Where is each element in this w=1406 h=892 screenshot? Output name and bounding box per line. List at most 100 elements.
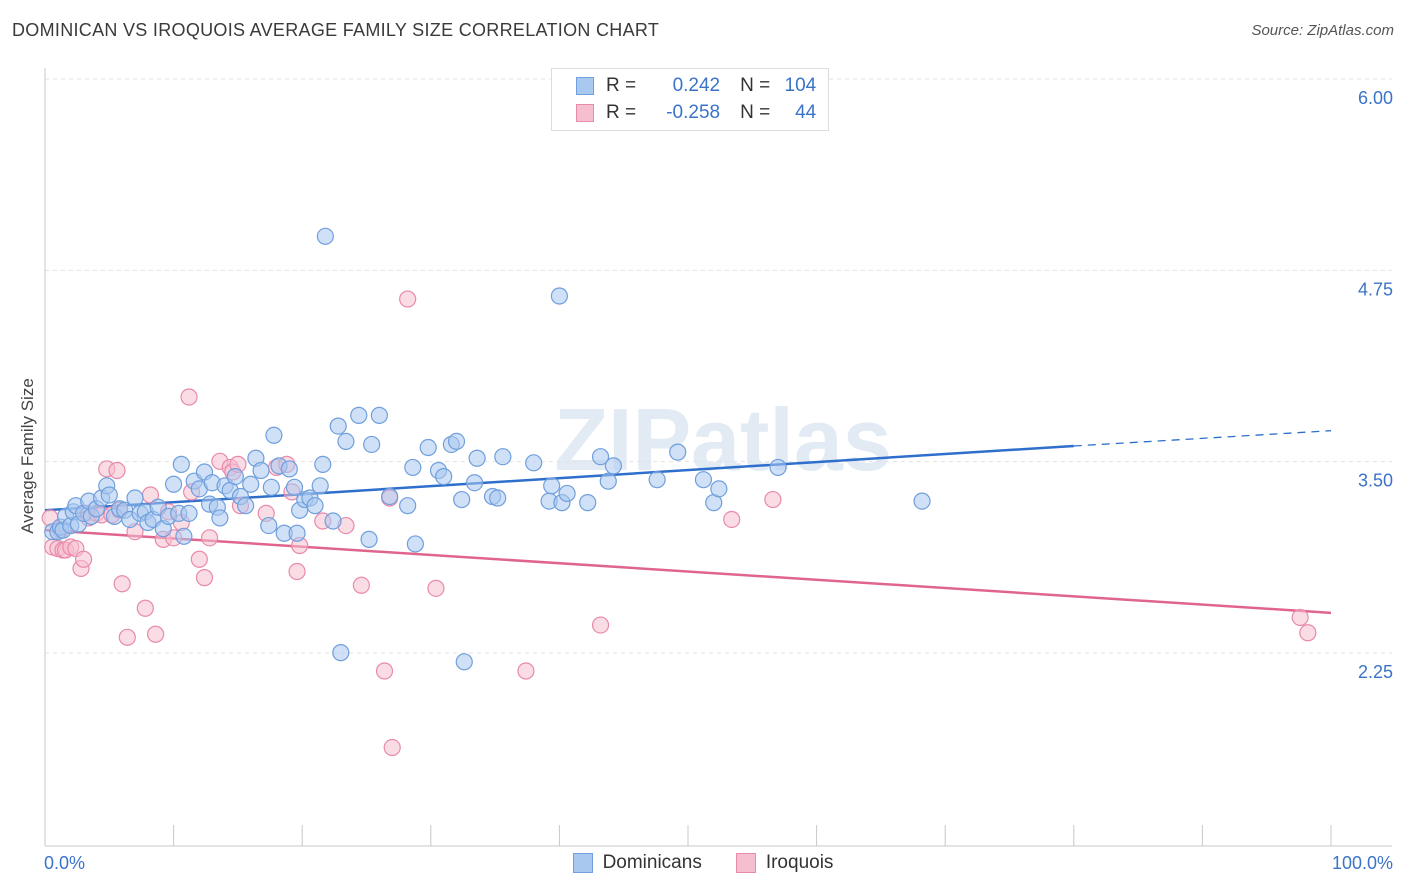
dominicans-point [324,512,342,530]
dominicans-point [550,287,569,305]
dominicans-point [265,426,283,444]
iroquois-point [136,599,154,617]
iroquois-point [764,490,782,509]
dominicans-point [242,475,260,493]
legend-item-iroquois[interactable]: Iroquois [735,852,834,874]
dominicans-point [262,478,280,496]
legend-label: Dominicans [602,852,702,873]
n-label: N = [740,102,771,123]
dominicans-point [769,458,787,477]
x-tick-label: 100.0% [1332,853,1393,873]
dominicans-point [604,457,623,475]
x-tick-label: 0.0% [44,853,85,873]
series-legend: Dominicans Iroquois [0,852,1406,874]
r-value: 0.242 [672,75,721,96]
dominicans-point [288,524,306,542]
dominicans-point [489,489,507,507]
dominicans-point [126,489,144,507]
blue-swatch [576,77,594,95]
iroquois-point [201,529,219,547]
dominicans-point [558,484,576,503]
dominicans-point [525,454,543,472]
chart-title: DOMINICAN VS IROQUOIS AVERAGE FAMILY SIZ… [12,20,660,40]
dominicans-point [337,432,355,450]
iroquois-point [180,388,198,406]
pink-swatch [576,104,594,122]
dominicans-point [399,497,417,515]
y-tick-label: 3.50 [1358,471,1393,491]
iroquois-point [383,738,401,757]
dominicans-point [453,490,471,509]
dominicans-point [599,472,617,490]
dominicans-point [579,494,597,512]
dominicans-point [435,468,453,486]
dominicans-point [447,432,466,450]
iroquois-point [352,576,370,594]
dominicans-point [360,530,378,548]
dominicans-point [165,475,183,493]
y-tick-label: 4.75 [1358,279,1393,299]
dominicans-point [710,480,728,498]
dominicans-point [237,497,255,515]
iroquois-point [723,510,741,529]
source-label: Source: ZipAtlas.com [1251,22,1394,39]
dominicans-trend-extension [1073,430,1332,447]
dominicans-point [252,461,270,480]
iroquois-point [517,662,535,680]
axes [44,68,1392,847]
dominicans-point [332,644,350,662]
r-label: R = [606,102,637,123]
iroquois-trend-line [44,528,1332,615]
dominicans-point [172,455,190,473]
dominicans-point [180,504,198,522]
pink-swatch [735,853,756,873]
iroquois-point [591,616,610,634]
blue-swatch [572,853,593,873]
dominicans-point [314,455,332,473]
dominicans-point [306,497,324,515]
dominicans-point [285,478,304,496]
n-value: 104 [784,75,817,96]
dominicans-point [648,471,666,489]
iroquois-points [41,290,1317,757]
iroquois-point [195,569,214,587]
dominicans-point [455,653,473,671]
dominicans-point [419,438,437,457]
legend-row-iroquois: R = -0.258 N = 44 [576,101,816,125]
dominicans-point [406,535,424,553]
dominicans-point [468,449,486,467]
legend-label: Iroquois [765,852,834,873]
dominicans-point [543,477,561,495]
dominicans-point [494,448,512,466]
dominicans-point [350,406,368,424]
iroquois-point [375,662,394,680]
iroquois-point [399,290,417,308]
n-value: 44 [795,102,817,123]
iroquois-point [113,575,131,593]
dominicans-point [404,458,422,477]
dominicans-point [100,486,118,504]
grid-lines [45,78,1392,654]
r-value: -0.258 [666,102,721,123]
dominicans-point [316,227,334,245]
legend-row-dominicans: R = 0.242 N = 104 [576,74,816,98]
y-axis-label: Average Family Size [18,378,37,534]
dominicans-point [591,448,610,466]
y-tick-label: 6.00 [1358,88,1393,108]
iroquois-point [1291,608,1309,627]
dominicans-point [913,492,931,510]
dominicans-point [370,406,388,424]
iroquois-point [190,550,208,568]
dominicans-point [311,477,329,495]
dominicans-points [44,227,931,671]
dominicans-point [226,468,244,486]
legend-item-dominicans[interactable]: Dominicans [572,852,702,874]
dominicans-point [381,487,399,506]
iroquois-point [288,562,306,581]
iroquois-point [108,461,126,480]
dominicans-point [329,417,347,435]
dominicans-point [669,443,687,461]
dominicans-point [465,474,484,492]
r-label: R = [606,75,637,96]
